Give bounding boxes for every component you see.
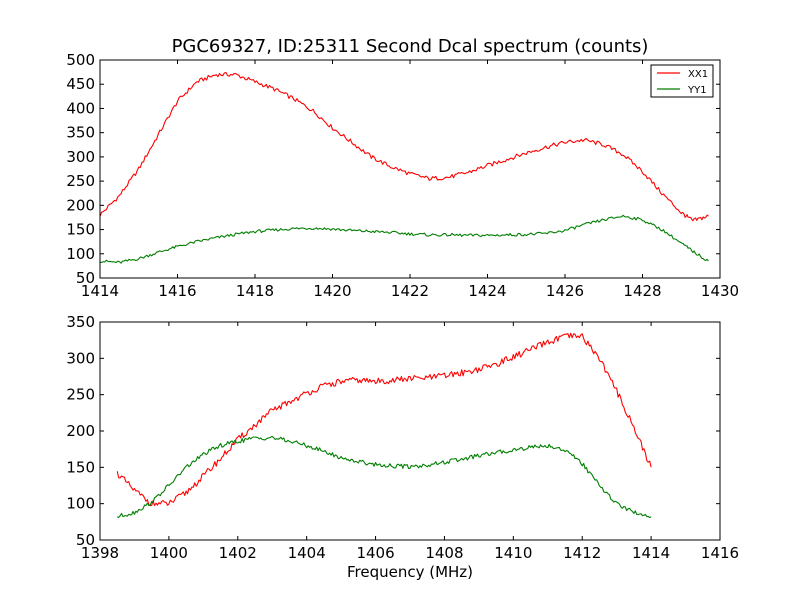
top-y-tick-label: 50	[76, 269, 95, 287]
top-y-tick-label: 300	[66, 148, 95, 166]
bottom-y-tick-label: 50	[76, 531, 95, 549]
top-y-tick-label: 250	[66, 172, 95, 190]
top-series-xx1	[99, 71, 709, 222]
bottom-y-tick-label: 350	[66, 313, 95, 331]
bottom-plot-area	[100, 322, 720, 540]
top-y-tick-label: 350	[66, 124, 95, 142]
bottom-x-tick-label: 1416	[701, 544, 739, 562]
bottom-y-tick-label: 300	[66, 349, 95, 367]
bottom-x-tick-label: 1406	[356, 544, 394, 562]
top-x-tick-label: 1424	[468, 282, 506, 300]
top-x-tick-label: 1430	[701, 282, 739, 300]
bottom-x-tick-label: 1402	[219, 544, 257, 562]
top-x-tick-label: 1426	[546, 282, 584, 300]
top-x-tick-label: 1420	[313, 282, 351, 300]
bottom-x-tick-label: 1400	[150, 544, 188, 562]
legend-label-yy1: YY1	[687, 85, 707, 96]
top-x-tick-label: 1416	[158, 282, 196, 300]
top-x-tick-label: 1418	[236, 282, 274, 300]
bottom-x-tick-label: 1408	[425, 544, 463, 562]
bottom-x-tick-label: 1404	[288, 544, 326, 562]
top-y-tick-label: 450	[66, 75, 95, 93]
top-plot-area	[100, 60, 720, 278]
bottom-x-tick-label: 1414	[632, 544, 670, 562]
x-axis-label: Frequency (MHz)	[347, 563, 473, 581]
bottom-y-tick-label: 100	[66, 495, 95, 513]
top-panel: 1414 1416 1418 1420 1422 1424 1426 1428 1430 50 10…	[66, 51, 739, 300]
bottom-series-xx1	[116, 332, 652, 507]
bottom-y-tick-label: 250	[66, 386, 95, 404]
top-series-yy1	[100, 214, 709, 264]
top-x-tick-label: 1414	[81, 282, 119, 300]
top-x-tick-label: 1428	[623, 282, 661, 300]
bottom-panel: 1398 1400 1402 1404 1406 1408 1410 1412 1414 1416…	[66, 313, 739, 562]
top-y-tick-label: 100	[66, 245, 95, 263]
bottom-x-tick-label: 1410	[494, 544, 532, 562]
legend-box	[650, 64, 714, 98]
bottom-x-tick-label: 1412	[563, 544, 601, 562]
top-y-tick-label: 400	[66, 99, 95, 117]
top-y-tick-label: 500	[66, 51, 95, 69]
top-axes-frame	[99, 59, 721, 279]
bottom-series-yy1	[116, 435, 652, 519]
legend: XX1 YY1	[650, 64, 714, 98]
figure-title: PGC69327, ID:25311 Second Dcal spectrum …	[172, 36, 649, 57]
bottom-x-tick-label: 1398	[81, 544, 119, 562]
bottom-y-tick-label: 150	[66, 458, 95, 476]
bottom-y-tick-label: 200	[66, 422, 95, 440]
top-x-tick-label: 1422	[391, 282, 429, 300]
bottom-axes-frame	[99, 321, 721, 541]
top-y-tick-label: 150	[66, 221, 95, 239]
top-y-tick-label: 200	[66, 196, 95, 214]
legend-label-xx1: XX1	[688, 69, 708, 80]
